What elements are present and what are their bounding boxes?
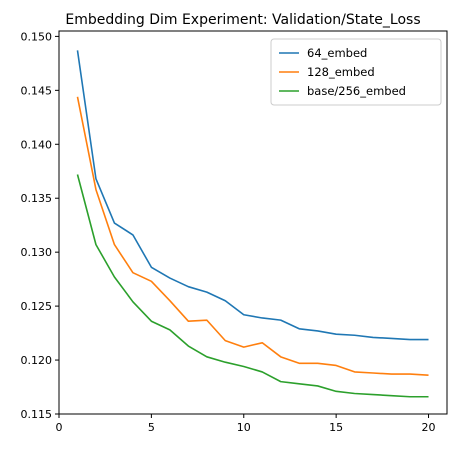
y-tick-label: 0.140 xyxy=(21,138,53,151)
y-tick-label: 0.115 xyxy=(21,408,53,421)
chart-title: Embedding Dim Experiment: Validation/Sta… xyxy=(65,12,420,28)
legend-label: 64_embed xyxy=(307,46,367,60)
x-tick-label: 20 xyxy=(422,421,436,434)
y-axis: 0.115 0.120 0.125 0.130 0.135 0.140 0.145 0.150 xyxy=(21,30,59,421)
x-axis: 0 5 10 15 20 xyxy=(56,414,436,434)
legend-label: base/256_embed xyxy=(307,84,406,98)
series-line-64-embed xyxy=(76,50,429,341)
y-tick-label: 0.125 xyxy=(21,300,53,313)
y-tick-label: 0.130 xyxy=(21,246,53,259)
x-tick-label: 0 xyxy=(56,421,63,434)
x-tick-label: 10 xyxy=(237,421,251,434)
legend: 64_embed 128_embed base/256_embed xyxy=(270,38,442,106)
y-tick-label: 0.120 xyxy=(21,354,53,367)
series-line-base-256-embed xyxy=(76,174,429,398)
legend-label: 128_embed xyxy=(307,65,375,79)
legend-box xyxy=(270,38,442,106)
x-tick-label: 15 xyxy=(329,421,343,434)
y-tick-label: 0.145 xyxy=(21,84,53,97)
series-line-128-embed xyxy=(76,96,429,376)
series-group xyxy=(76,50,429,398)
x-tick-label: 5 xyxy=(148,421,155,434)
y-tick-label: 0.135 xyxy=(21,192,53,205)
y-tick-label: 0.150 xyxy=(21,30,53,43)
